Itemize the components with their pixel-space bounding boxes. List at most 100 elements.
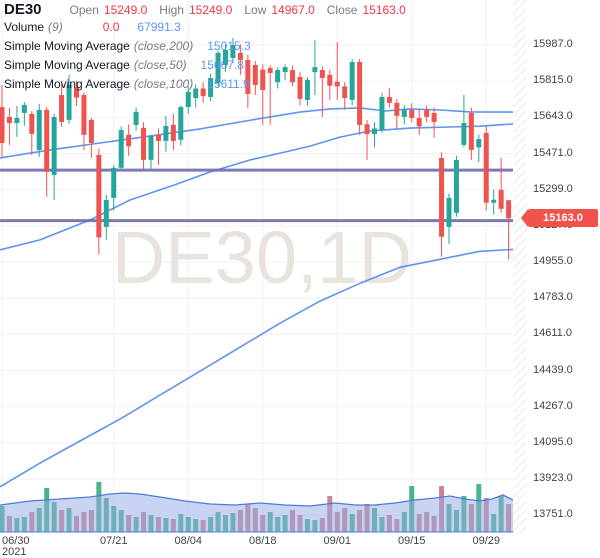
price-axis-label: 14783.0 [533, 291, 573, 304]
candle-body [297, 76, 303, 99]
price-axis-label: 15643.0 [533, 110, 573, 123]
time-axis-label: 07/21 [99, 535, 128, 547]
time-axis-label: 09/01 [323, 535, 352, 547]
candle-body [304, 79, 310, 100]
candle-body [282, 67, 288, 73]
candle-body [74, 87, 79, 98]
time-axis-label: 09/29 [472, 535, 501, 547]
candle-body [409, 109, 415, 118]
candlestick-series [0, 38, 512, 260]
candle-body [319, 70, 325, 79]
candle-body [290, 70, 296, 83]
sma50-value: 15667.8 [200, 58, 244, 72]
price-axis-label: 14267.0 [533, 399, 573, 412]
candle-body [66, 84, 72, 120]
candle-body [439, 157, 445, 237]
volume-ma-line [0, 492, 514, 507]
time-axis-label: 08/04 [174, 535, 203, 547]
low-label: Low [244, 3, 267, 17]
candle-body [118, 129, 124, 168]
candle-body [416, 117, 422, 127]
candle-body [126, 134, 132, 147]
volume-indicator-row[interactable]: Volume (9) 0.0 67991.3 [4, 20, 418, 39]
candle-body [88, 119, 94, 143]
time-axis-label: 06/30 [2, 535, 30, 547]
open-value: 15249.0 [103, 3, 148, 17]
candle-body [245, 59, 251, 94]
sma200-indicator-row[interactable]: Simple Moving Average (close,200) 15015.… [4, 39, 418, 58]
candle-body [29, 113, 35, 134]
candle-body [431, 112, 437, 122]
candle-body [59, 95, 65, 122]
candle-body [476, 138, 482, 148]
candle-body [96, 154, 102, 238]
candle-body [342, 86, 348, 98]
candle-body [327, 74, 333, 86]
candle-body [111, 167, 117, 198]
price-axis-label: 15815.0 [533, 74, 573, 87]
close-value: 15163.0 [362, 3, 406, 17]
sma50-indicator-row[interactable]: Simple Moving Average (close,50) 15667.8 [4, 58, 418, 77]
candle-body [506, 200, 512, 219]
candle-body [215, 52, 221, 84]
candle-body [461, 123, 467, 145]
candle-body [252, 64, 258, 85]
open-label: Open [69, 3, 99, 17]
candle-body [468, 112, 474, 150]
price-axis[interactable]: 15987.015815.015643.015471.015299.015127… [527, 0, 600, 533]
price-axis-label: 14439.0 [533, 363, 573, 376]
price-axis-label: 14611.0 [533, 327, 572, 340]
candle-body [230, 45, 236, 59]
sma200-name: Simple Moving Average [4, 39, 130, 53]
candle-body [155, 134, 161, 141]
candle-body [275, 70, 281, 83]
candle-body [133, 111, 139, 125]
candle-body [223, 50, 228, 65]
candle-body [453, 160, 459, 213]
sma200-path [0, 248, 514, 488]
candle-body [44, 109, 50, 172]
candle-body [237, 52, 243, 60]
sma100-name: Simple Moving Average [4, 77, 130, 91]
current-price-value: 15163.0 [543, 212, 583, 225]
candle-body [148, 135, 154, 160]
ohlc-row[interactable]: DE30 Open 15249.0 High 15249.0 Low 14967… [4, 1, 418, 20]
symbol-title: DE30 [4, 1, 42, 18]
right-margin-hatch [513, 0, 527, 533]
sma100-path [0, 123, 514, 251]
candle-body [498, 189, 504, 209]
sma100-indicator-row[interactable]: Simple Moving Average (close,100) 15611.… [4, 77, 418, 96]
low-value: 14967.0 [271, 3, 315, 17]
sma200-param: (close,200) [133, 39, 194, 53]
volume-indicator-param: (9) [48, 20, 63, 34]
time-axis-label: 08/18 [248, 535, 277, 547]
volume-ma-area [0, 492, 514, 533]
sma50-name: Simple Moving Average [4, 58, 130, 72]
sma-100-line [0, 123, 514, 251]
symbol-watermark: DE30,1D [112, 216, 412, 299]
candle-body [424, 109, 430, 117]
volume-value: 0.0 [102, 20, 120, 34]
candle-body [357, 62, 363, 125]
high-label: High [159, 3, 184, 17]
candle-body [81, 95, 87, 135]
horizontal-ray-drawings[interactable] [0, 168, 524, 223]
time-axis-label: 09/15 [397, 535, 426, 547]
candle-body [14, 117, 20, 124]
close-label: Close [326, 3, 358, 17]
candle-body [379, 96, 385, 130]
candle-body [103, 199, 109, 227]
price-axis-label: 15987.0 [533, 38, 573, 50]
candle-body [372, 128, 377, 134]
sma-50-line [0, 107, 514, 159]
candle-body [334, 81, 340, 87]
candle-body [349, 62, 355, 100]
candle-body [267, 68, 273, 73]
price-axis-label: 13923.0 [533, 472, 573, 485]
price-axis-label: 15471.0 [533, 146, 573, 159]
candle-body [446, 197, 452, 227]
high-value: 15249.0 [188, 3, 233, 17]
time-axis[interactable]: 06/30 2021 07/21 08/04 08/18 09/01 09/15 09/29 [0, 533, 600, 558]
